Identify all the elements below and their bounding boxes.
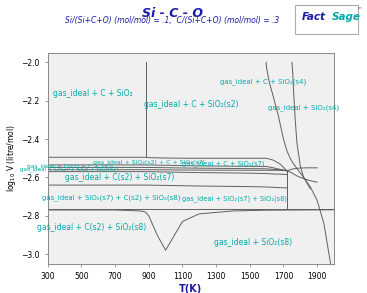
Text: Fact: Fact	[302, 12, 326, 23]
Text: gas_ideal + C + SiO₂(s2): gas_ideal + C + SiO₂(s2)	[143, 100, 238, 109]
Text: gas_ideal + SiO₂(s4): gas_ideal + SiO₂(s4)	[268, 104, 339, 111]
Text: gas_ideal + SiO₂(s8): gas_ideal + SiO₂(s8)	[214, 238, 292, 247]
Text: Si - C - O: Si - C - O	[142, 7, 203, 20]
Text: gas_ideal + SiO₂(s7) + SiO₂(s8): gas_ideal + SiO₂(s7) + SiO₂(s8)	[182, 195, 287, 202]
FancyBboxPatch shape	[295, 4, 358, 34]
Text: gas_ideal + C(s2) + C + SiO₂: gas_ideal + C(s2) + C + SiO₂	[26, 163, 113, 169]
Text: gas_ideal + C + SiO₂(s7): gas_ideal + C + SiO₂(s7)	[182, 160, 264, 167]
Text: gas_ideal + C(s2) + SiO₂ + SiO₂(s7): gas_ideal + C(s2) + SiO₂ + SiO₂(s7)	[20, 166, 119, 172]
X-axis label: T(K): T(K)	[179, 284, 203, 293]
Text: gas_ideal + SiO₂(s7) + C(s2) + SiO₂(s8): gas_ideal + SiO₂(s7) + C(s2) + SiO₂(s8)	[43, 194, 181, 201]
Y-axis label: log$_{10}$ V (litre/mol): log$_{10}$ V (litre/mol)	[5, 124, 18, 192]
Text: gas_ideal + SiO₂(s2) + C + SiO₂(s7): gas_ideal + SiO₂(s2) + C + SiO₂(s7)	[93, 159, 205, 164]
Text: gas_ideal + C(s2) + SiO₂(s8): gas_ideal + C(s2) + SiO₂(s8)	[37, 223, 146, 232]
Text: Si/(Si+C+O) (mol/mol) = .1,  C/(Si+C+O) (mol/mol) = .3: Si/(Si+C+O) (mol/mol) = .1, C/(Si+C+O) (…	[65, 16, 280, 25]
Text: gas_ideal + C(s2) + SiO₂(s7): gas_ideal + C(s2) + SiO₂(s7)	[65, 173, 175, 183]
Text: gas_ideal + C + SiO₂(s4): gas_ideal + C + SiO₂(s4)	[220, 78, 306, 85]
Text: Sage: Sage	[332, 12, 361, 23]
Text: gas_ideal + C + SiO₂: gas_ideal + C + SiO₂	[53, 89, 133, 98]
Text: ™: ™	[356, 8, 362, 13]
